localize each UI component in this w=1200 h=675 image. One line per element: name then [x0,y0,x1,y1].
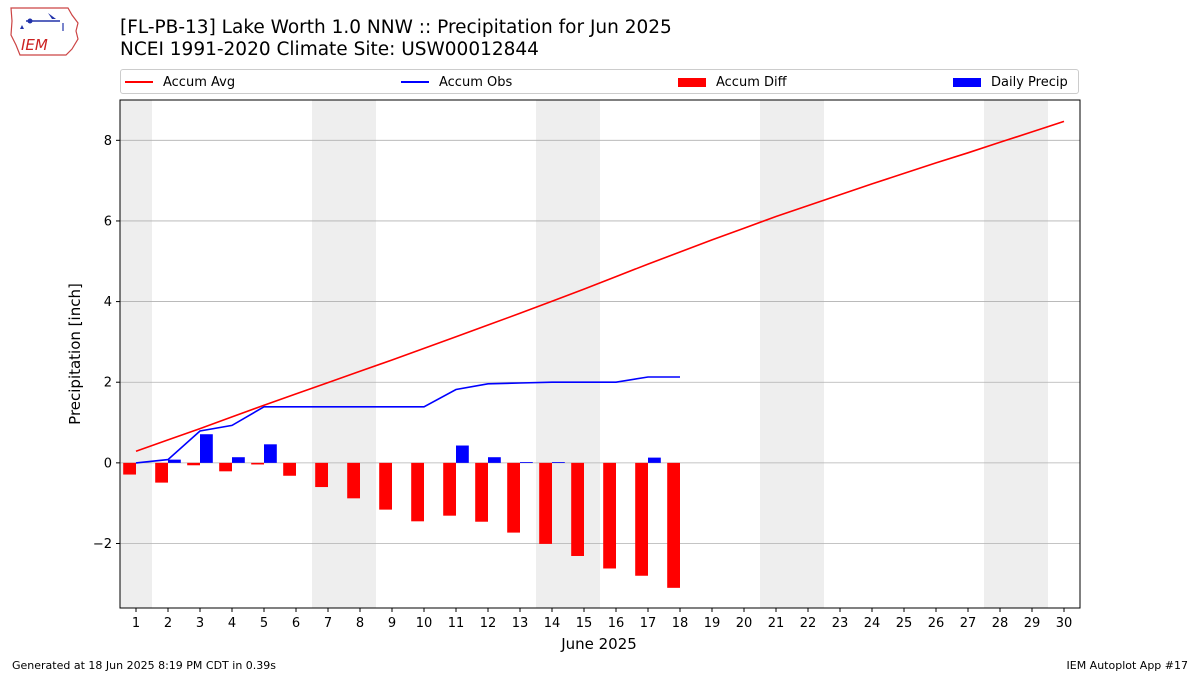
x-tick-label: 19 [704,616,721,631]
weekend-shade-day-21 [760,100,792,608]
bar-daily-precip-day-12 [488,457,501,463]
y-axis-label: Precipitation [inch] [66,283,84,425]
plot-frame [119,99,1081,609]
x-tick-label: 18 [672,616,689,631]
weekend-shade-day-29 [1016,100,1048,608]
bar-daily-precip-day-13 [520,462,533,463]
x-tick-label: 4 [228,616,236,631]
bar-accum-diff-day-9 [379,462,392,510]
x-tick-label: 16 [608,616,625,631]
chart-subtitle: NCEI 1991-2020 Climate Site: USW00012844 [120,39,539,60]
bar-accum-diff-day-15 [571,462,584,556]
legend-label-accum-diff: Accum Diff [716,74,787,90]
legend-label-accum-avg: Accum Avg [163,74,236,90]
x-tick-label: 5 [260,616,268,631]
weekend-shade-day-1 [120,100,152,608]
bar-daily-precip-day-14 [552,462,565,463]
y-tick-label: 0 [104,456,112,471]
x-tick-label: 10 [416,616,433,631]
bar-accum-diff-day-7 [315,462,328,488]
x-tick-label: 13 [512,616,529,631]
x-tick-label: 15 [576,616,593,631]
logo-text: IEM [21,36,48,54]
x-tick-label: 3 [196,616,204,631]
bar-daily-precip-day-17 [648,457,661,463]
x-tick-label: 9 [388,616,396,631]
y-tick-label: 8 [104,134,112,149]
generated-timestamp: Generated at 18 Jun 2025 8:19 PM CDT in … [12,659,277,672]
legend-swatch-accum-obs [401,81,429,83]
x-tick-label: 7 [324,616,332,631]
bar-accum-diff-day-2 [155,462,168,483]
x-tick-label: 30 [1056,616,1073,631]
bar-daily-precip-day-11 [456,445,469,463]
iem-logo: IEM [8,5,82,60]
x-tick-label: 6 [292,616,300,631]
x-tick-label: 25 [896,616,913,631]
x-tick-label: 14 [544,616,561,631]
bar-accum-diff-day-1 [123,462,136,475]
legend-label-accum-obs: Accum Obs [439,74,513,90]
line-accum-avg [135,120,1065,452]
x-tick-label: 27 [960,616,977,631]
x-axis-label: June 2025 [560,635,637,653]
bar-accum-diff-day-18 [667,462,680,588]
chart-title: [FL-PB-13] Lake Worth 1.0 NNW :: Precipi… [120,17,672,38]
legend-swatch-accum-avg [125,81,153,83]
legend-item-accum-obs: Accum Obs [401,74,512,90]
x-tick-label: 20 [736,616,753,631]
legend-item-accum-avg: Accum Avg [125,74,235,90]
x-tick-label: 12 [480,616,497,631]
bar-accum-diff-day-5 [251,462,264,465]
bar-layer [123,434,680,588]
x-tick-label: 24 [864,616,881,631]
legend-swatch-accum-diff [678,77,706,87]
bar-accum-diff-day-3 [187,462,200,466]
x-tick-label: 11 [448,616,465,631]
y-tick-label: 4 [104,295,112,310]
bar-accum-diff-day-16 [603,462,616,569]
x-tick-label: 21 [768,616,785,631]
x-tick-label: 26 [928,616,945,631]
weekend-shade-day-22 [792,100,824,608]
x-tick-label: 8 [356,616,364,631]
bar-accum-diff-day-13 [507,462,520,533]
bar-accum-diff-day-6 [283,462,296,476]
line-layer [135,120,1065,464]
y-tick-label: 2 [104,376,112,391]
line-accum-obs [135,376,680,464]
x-tick-label: 29 [1024,616,1041,631]
weekend-shade-day-28 [984,100,1016,608]
x-tick-label: 28 [992,616,1009,631]
x-tick-label: 23 [832,616,849,631]
weekend-shade-day-7 [312,100,344,608]
bar-daily-precip-day-2 [168,459,181,463]
bar-daily-precip-day-3 [200,434,213,463]
x-tick-label: 1 [132,616,140,631]
x-tick-label: 22 [800,616,817,631]
bar-accum-diff-day-17 [635,462,648,576]
legend-item-daily-precip: Daily Precip [953,74,1068,90]
bar-accum-diff-day-4 [219,462,232,472]
legend-item-accum-diff: Accum Diff [678,74,787,90]
app-label: IEM Autoplot App #17 [1066,659,1189,672]
chart-legend: Accum Avg Accum Obs Accum Diff Daily Pre… [120,69,1079,94]
y-tick-label: −2 [93,537,112,552]
x-tick-label: 17 [640,616,657,631]
bar-accum-diff-day-12 [475,462,488,522]
bar-daily-precip-day-5 [264,444,277,463]
bar-accum-diff-day-11 [443,462,456,516]
legend-swatch-daily-precip [953,77,981,87]
y-tick-label: 6 [104,214,112,229]
bar-accum-diff-day-8 [347,462,360,499]
bar-accum-diff-day-14 [539,462,552,544]
bar-accum-diff-day-10 [411,462,424,522]
legend-label-daily-precip: Daily Precip [991,74,1068,90]
bar-daily-precip-day-4 [232,457,245,463]
weekend-shade-day-8 [344,100,376,608]
x-tick-label: 2 [164,616,172,631]
